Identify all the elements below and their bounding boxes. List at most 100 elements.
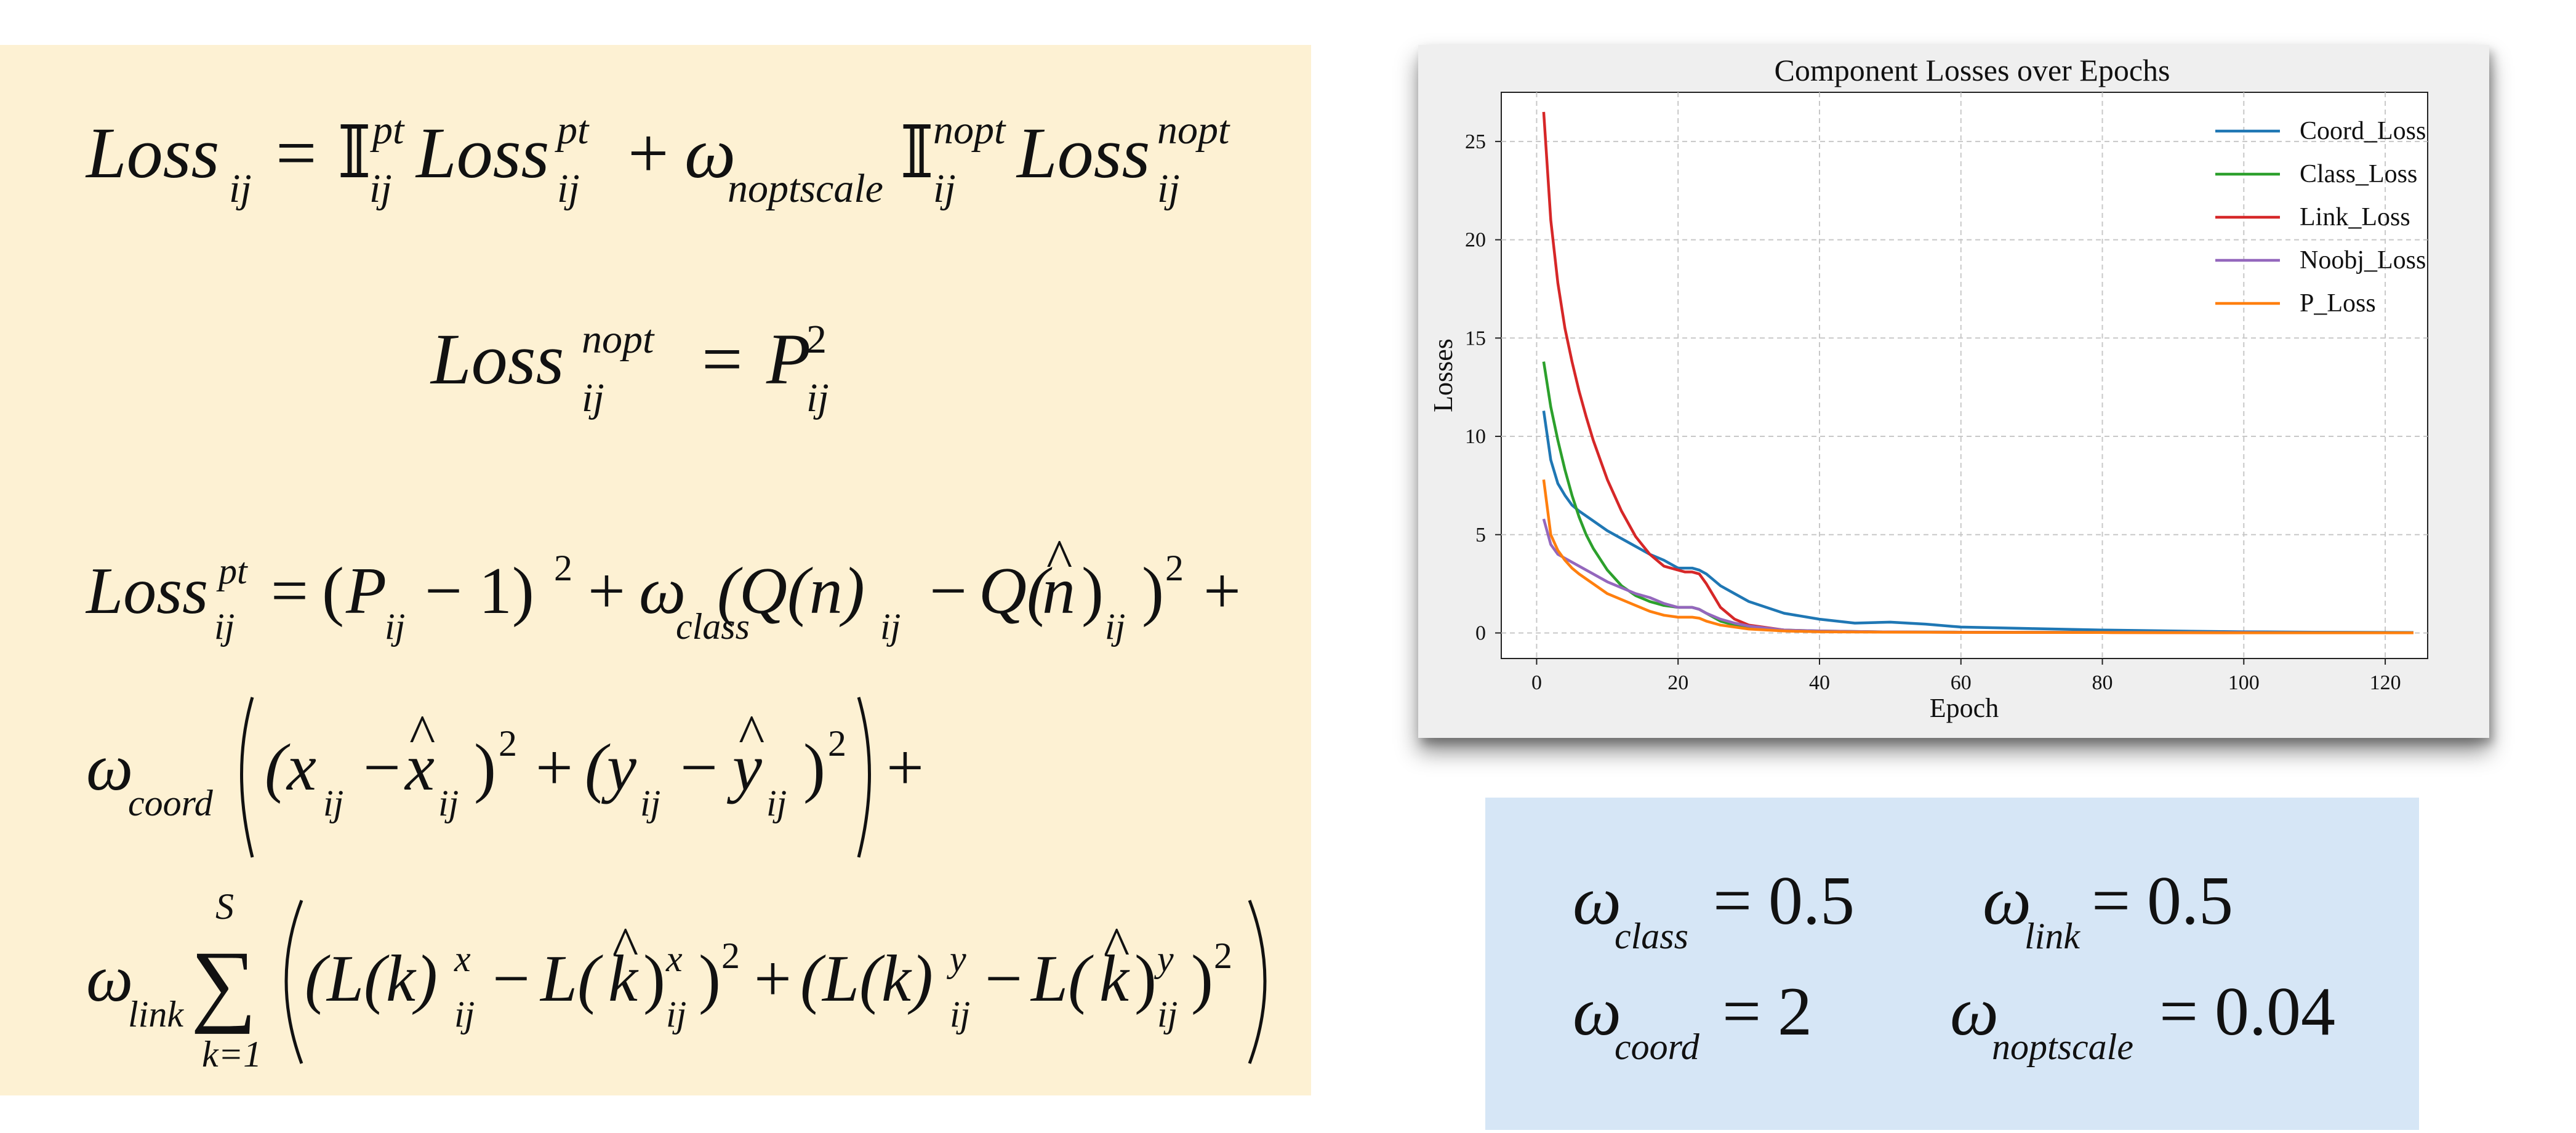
eq3-l-sq2: 2 — [1214, 935, 1232, 976]
eq3-omega-link-sub: link — [128, 994, 184, 1035]
eq3-l3-sup: y — [946, 939, 966, 979]
equation-nopt-loss: Loss nopt ij = P 2 ij — [430, 317, 829, 420]
w-link-eq: = — [2092, 863, 2130, 939]
eq3-l-minus2: − — [985, 942, 1022, 1015]
chart-series — [1542, 111, 2414, 635]
w-coord-eq: = — [1722, 974, 1761, 1050]
eq3-omega-class-sub: class — [676, 606, 750, 647]
eq3-x-sq: 2 — [499, 723, 517, 764]
eq1-term-pt: Loss — [415, 113, 549, 193]
loss-equations: Loss ij = 𝕀 pt ij Loss pt ij + ω noptsca… — [85, 108, 1267, 1075]
eq3-sum-symbol: ∑ — [191, 932, 257, 1035]
legend-label: Class_Loss — [2300, 160, 2417, 188]
eq1-indicator-pt: 𝕀 — [337, 113, 371, 193]
eq3-omega-link: ω — [86, 942, 133, 1015]
eq3-sq2: 2 — [1165, 548, 1184, 588]
loss-chart-card: Component Losses over Epochs 0 20 40 60 80 10… — [1418, 45, 2489, 738]
eq3-x-sub: ij — [323, 783, 343, 823]
equation-pt-loss-line-3: ω link S ∑ k=1 (L(k) x ij − L( ^ k ) x i… — [86, 886, 1267, 1075]
eq3-lhs-sup: pt — [216, 551, 248, 591]
eq3-x-close: ) — [474, 731, 496, 804]
eq2-rhs-sup: 2 — [806, 317, 827, 362]
eq3-n-hat-mark: ^ — [1046, 529, 1072, 590]
eq3-l4-sub: ij — [1157, 994, 1178, 1035]
eq3-l2-close: ) — [643, 942, 665, 1015]
eq3-plus2: + — [1203, 554, 1241, 628]
eq3-l-close2: ) — [1191, 942, 1213, 1015]
eq1-term-nopt-sup: nopt — [1157, 108, 1230, 153]
w-class-omega: ω — [1573, 863, 1621, 939]
eq2-lhs-sup: nopt — [582, 317, 655, 362]
y-tick-label: 0 — [1475, 622, 1486, 644]
eq3-y-minus: − — [680, 731, 718, 804]
eq2-equals: = — [702, 319, 743, 399]
eq1-omega-sub: noptscale — [728, 166, 883, 211]
eq3-lhs-sub: ij — [214, 606, 235, 647]
component-losses-chart: Component Losses over Epochs 0 20 40 60 80 10… — [1428, 53, 2428, 723]
eq1-indicator-nopt-sup: nopt — [933, 108, 1006, 153]
series-line-coord-loss — [1542, 410, 2414, 635]
eq3-x-minus: − — [363, 731, 401, 804]
eq3-q2-close: ) — [1081, 554, 1104, 628]
equation-pt-loss-line-2: ω coord (x ij − ^ x ij ) 2 + (y ij − ^ y… — [86, 697, 924, 858]
eq2-rhs: P — [766, 319, 811, 399]
eq1-term-nopt-sub: ij — [1157, 166, 1180, 211]
y-tick-label: 5 — [1475, 524, 1486, 546]
w-noptscale-value: 0.04 — [2215, 974, 2335, 1050]
w-coord-sub: coord — [1615, 1027, 1700, 1067]
w-noptscale-sub: noptscale — [1992, 1027, 2133, 1067]
eq3-y-sq: 2 — [828, 723, 846, 764]
eq1-indicator-nopt: 𝕀 — [900, 113, 934, 193]
eq3-xy-plus: + — [536, 731, 573, 804]
eq3-omega-coord-sub: coord — [128, 783, 214, 823]
eq3-equals: = — [271, 554, 308, 628]
eq3-lhs: Loss — [85, 554, 208, 628]
y-tick-label: 15 — [1465, 327, 1486, 350]
x-tick-label: 20 — [1667, 671, 1688, 694]
w-class-value: 0.5 — [1768, 863, 1855, 939]
w-class-eq: = — [1713, 863, 1752, 939]
eq3-l4-close: ) — [1134, 942, 1157, 1015]
x-tick-label: 120 — [2370, 671, 2401, 694]
eq3-l-minus1: − — [492, 942, 530, 1015]
eq3-sum-bottom: k=1 — [202, 1034, 262, 1075]
eq3-big-paren-left-2 — [284, 900, 303, 1064]
eq1-term-nopt: Loss — [1016, 113, 1150, 193]
w-coord-omega: ω — [1573, 974, 1621, 1050]
legend-label: Coord_Loss — [2300, 117, 2426, 145]
eq3-y-sub: ij — [640, 783, 660, 823]
eq3-q1-sub: ij — [880, 606, 901, 647]
eq3-y-hat-mark: ^ — [739, 704, 764, 765]
eq1-lhs-sub: ij — [229, 166, 252, 211]
chart-legend: Coord_Loss Class_Loss Link_Loss Noobj_Loss P… — [2215, 117, 2426, 318]
x-tick-label: 80 — [2092, 671, 2113, 694]
eq3-l4: L( — [1030, 942, 1094, 1015]
eq1-omega: ω — [684, 113, 736, 193]
w-link-value: 0.5 — [2147, 863, 2233, 939]
eq3-l3-sub: ij — [950, 994, 970, 1035]
x-tick-label: 100 — [2228, 671, 2260, 694]
eq3-q2: Q( — [979, 554, 1053, 628]
eq3-big-paren-left — [240, 697, 254, 858]
eq3-yhat: y — [726, 731, 762, 804]
eq3-y-close: ) — [803, 731, 825, 804]
eq1-indicator-pt-sup: pt — [370, 108, 405, 153]
eq1-equals: = — [276, 113, 317, 193]
equation-total-loss: Loss ij = 𝕀 pt ij Loss pt ij + ω noptsca… — [85, 108, 1230, 211]
eq3-x-hat-mark: ^ — [409, 704, 435, 765]
eq3-l1-sup: x — [454, 939, 471, 979]
eq3-minus-one: − 1) — [425, 554, 534, 628]
eq3-x: (x — [265, 731, 316, 804]
weights-panel: ω class = 0.5 ω link = 0.5 ω coord = 2 ω… — [1485, 798, 2419, 1130]
legend-label: P_Loss — [2300, 289, 2376, 318]
eq3-khat2: k — [1099, 942, 1130, 1015]
eq3-l1-sub: ij — [454, 994, 475, 1035]
eq3-sq1: 2 — [554, 548, 572, 588]
eq3-k-hat-mark-2: ^ — [1104, 916, 1130, 977]
eq3-p-sub: ij — [385, 606, 405, 647]
eq3-q1: (Q(n) — [717, 554, 865, 628]
eq3-line2-plus: + — [886, 731, 924, 804]
w-noptscale-omega: ω — [1950, 974, 1999, 1050]
eq3-sum-top: S — [215, 886, 234, 927]
eq1-plus: + — [628, 113, 669, 193]
